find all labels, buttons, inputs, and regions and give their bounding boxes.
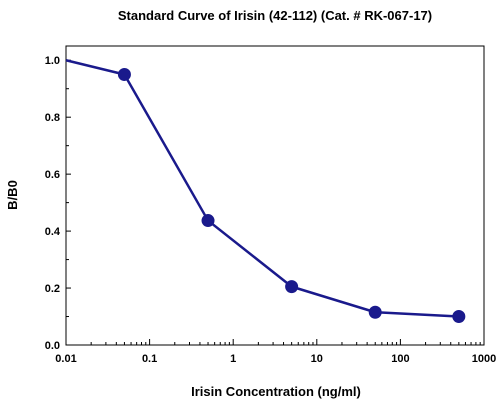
series-line — [65, 59, 459, 318]
chart-title: Standard Curve of Irisin (42-112) (Cat. … — [118, 8, 432, 23]
data-point — [452, 310, 466, 324]
y-tick-label: 1.0 — [45, 55, 60, 67]
x-axis: 0.01 0.1 1 10 100 1000 — [55, 339, 496, 365]
data-point — [368, 305, 382, 319]
y-axis-label: B/B0 — [5, 180, 20, 210]
x-tick-label: 0.1 — [142, 353, 157, 365]
series-layer — [65, 59, 466, 324]
data-point — [117, 67, 131, 81]
x-axis-label: Irisin Concentration (ng/ml) — [191, 384, 361, 399]
x-tick-label: 1000 — [472, 353, 496, 365]
y-tick-label: 0.6 — [45, 169, 60, 181]
x-tick-label: 1 — [230, 353, 236, 365]
y-axis: 0.0 0.2 0.4 0.6 0.8 1.0 — [45, 55, 71, 352]
y-tick-label: 0.4 — [45, 226, 61, 238]
y-tick-label: 0.2 — [45, 283, 60, 295]
x-tick-label: 100 — [391, 353, 409, 365]
plot-area — [65, 45, 485, 346]
y-tick-label: 0.0 — [45, 340, 60, 352]
y-tick-label: 0.8 — [45, 112, 60, 124]
x-tick-label: 10 — [311, 353, 323, 365]
data-point — [201, 214, 215, 228]
x-tick-label: 0.01 — [55, 353, 76, 365]
data-point — [285, 280, 299, 294]
